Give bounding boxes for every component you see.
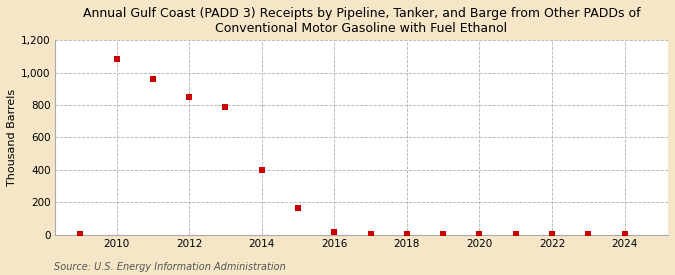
- Point: [220, 104, 231, 109]
- Point: [111, 57, 122, 62]
- Point: [510, 232, 521, 236]
- Point: [365, 232, 376, 236]
- Point: [256, 168, 267, 172]
- Point: [147, 77, 158, 81]
- Point: [547, 232, 558, 236]
- Point: [75, 232, 86, 237]
- Point: [437, 232, 448, 236]
- Point: [184, 95, 194, 99]
- Point: [329, 230, 340, 234]
- Point: [292, 206, 303, 210]
- Point: [619, 232, 630, 236]
- Text: Source: U.S. Energy Information Administration: Source: U.S. Energy Information Administ…: [54, 262, 286, 272]
- Title: Annual Gulf Coast (PADD 3) Receipts by Pipeline, Tanker, and Barge from Other PA: Annual Gulf Coast (PADD 3) Receipts by P…: [82, 7, 641, 35]
- Point: [402, 232, 412, 236]
- Y-axis label: Thousand Barrels: Thousand Barrels: [7, 89, 17, 186]
- Point: [583, 232, 593, 236]
- Point: [474, 232, 485, 236]
